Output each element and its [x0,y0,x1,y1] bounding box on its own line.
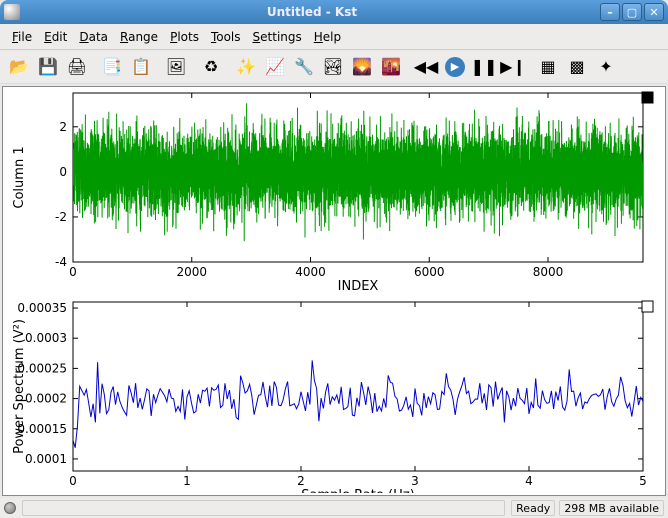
save-icon[interactable]: 💾 [35,54,61,80]
svg-text:0.0003: 0.0003 [25,331,67,345]
pause-icon[interactable]: ❚❚ [471,54,497,80]
svg-text:INDEX: INDEX [338,279,379,294]
statusbar: Ready 298 MB available [0,498,668,518]
close-button[interactable]: ✕ [644,3,664,21]
datamgr-icon[interactable]: ▦ [535,54,561,80]
svg-text:0: 0 [59,165,67,179]
svg-text:6000: 6000 [414,265,445,279]
svg-text:5: 5 [639,474,647,488]
fwd-icon[interactable]: ▶❙ [500,54,526,80]
paste-icon[interactable]: 📋 [128,54,154,80]
svg-text:0: 0 [69,474,77,488]
print-icon[interactable]: 🖨 [64,54,90,80]
wizard-icon[interactable]: ✨ [233,54,259,80]
svg-text:1: 1 [183,474,191,488]
menu-help[interactable]: Help [308,27,347,47]
menu-settings[interactable]: Settings [247,27,308,47]
capture-icon[interactable]: 🖼 [163,54,189,80]
svg-text:-2: -2 [55,210,67,224]
menu-edit[interactable]: Edit [38,27,73,47]
status-ready: Ready [511,500,555,516]
svg-text:0.0001: 0.0001 [25,452,67,466]
minimize-button[interactable]: – [600,3,620,21]
img3-icon[interactable]: 🌇 [378,54,404,80]
svg-text:-4: -4 [55,255,67,269]
menu-range[interactable]: Range [114,27,164,47]
svg-text:2: 2 [59,120,67,134]
status-indicator-icon [4,502,16,514]
layout-icon[interactable]: ✦ [593,54,619,80]
app-icon [4,4,20,20]
viewmgr-icon[interactable]: ▩ [564,54,590,80]
svg-text:Column 1: Column 1 [12,146,27,208]
plot-canvas[interactable]: 0 2000 4000 6000 8000 -4 -2 0 2 INDEX Column 1 0 1 2 3… [3,87,663,493]
status-message [22,500,505,516]
back-icon[interactable]: ◀◀ [413,54,439,80]
menu-tools[interactable]: Tools [205,27,247,47]
svg-text:2: 2 [297,474,305,488]
img1-icon[interactable]: 🏞 [320,54,346,80]
menu-data[interactable]: Data [73,27,114,47]
svg-text:0.0002: 0.0002 [25,392,67,406]
window-title: Untitled - Kst [24,5,600,19]
svg-text:Sample Rate (Hz): Sample Rate (Hz) [301,488,415,493]
svg-text:Power Spectrum (V²): Power Spectrum (V²) [12,319,27,454]
svg-text:3: 3 [411,474,419,488]
svg-text:4000: 4000 [295,265,326,279]
img2-icon[interactable]: 🌄 [349,54,375,80]
svg-text:0: 0 [69,265,77,279]
menu-file[interactable]: File [6,27,38,47]
window-titlebar: Untitled - Kst – ▢ ✕ [0,0,668,24]
menu-plots[interactable]: Plots [164,27,205,47]
copy-icon[interactable]: 📑 [99,54,125,80]
plot-area[interactable]: 0 2000 4000 6000 8000 -4 -2 0 2 INDEX Column 1 0 1 2 3… [2,86,666,496]
toolbar: 📂💾🖨 📑📋 🖼 ♻ ✨📈🔧🏞🌄🌇 ◀◀▶❚❚▶❙ ▦▩✦ [0,50,668,84]
open-icon[interactable]: 📂 [6,54,32,80]
reload-icon[interactable]: ♻ [198,54,224,80]
menubar: FileEditDataRangePlotsToolsSettingsHelp [0,24,668,50]
curve-icon[interactable]: 📈 [262,54,288,80]
plugin-icon[interactable]: 🔧 [291,54,317,80]
play-icon[interactable]: ▶ [442,54,468,80]
svg-text:0.00035: 0.00035 [17,301,67,315]
maximize-button[interactable]: ▢ [622,3,642,21]
svg-text:4: 4 [525,474,533,488]
svg-text:2000: 2000 [176,265,207,279]
svg-text:8000: 8000 [533,265,564,279]
status-memory: 298 MB available [559,500,664,516]
